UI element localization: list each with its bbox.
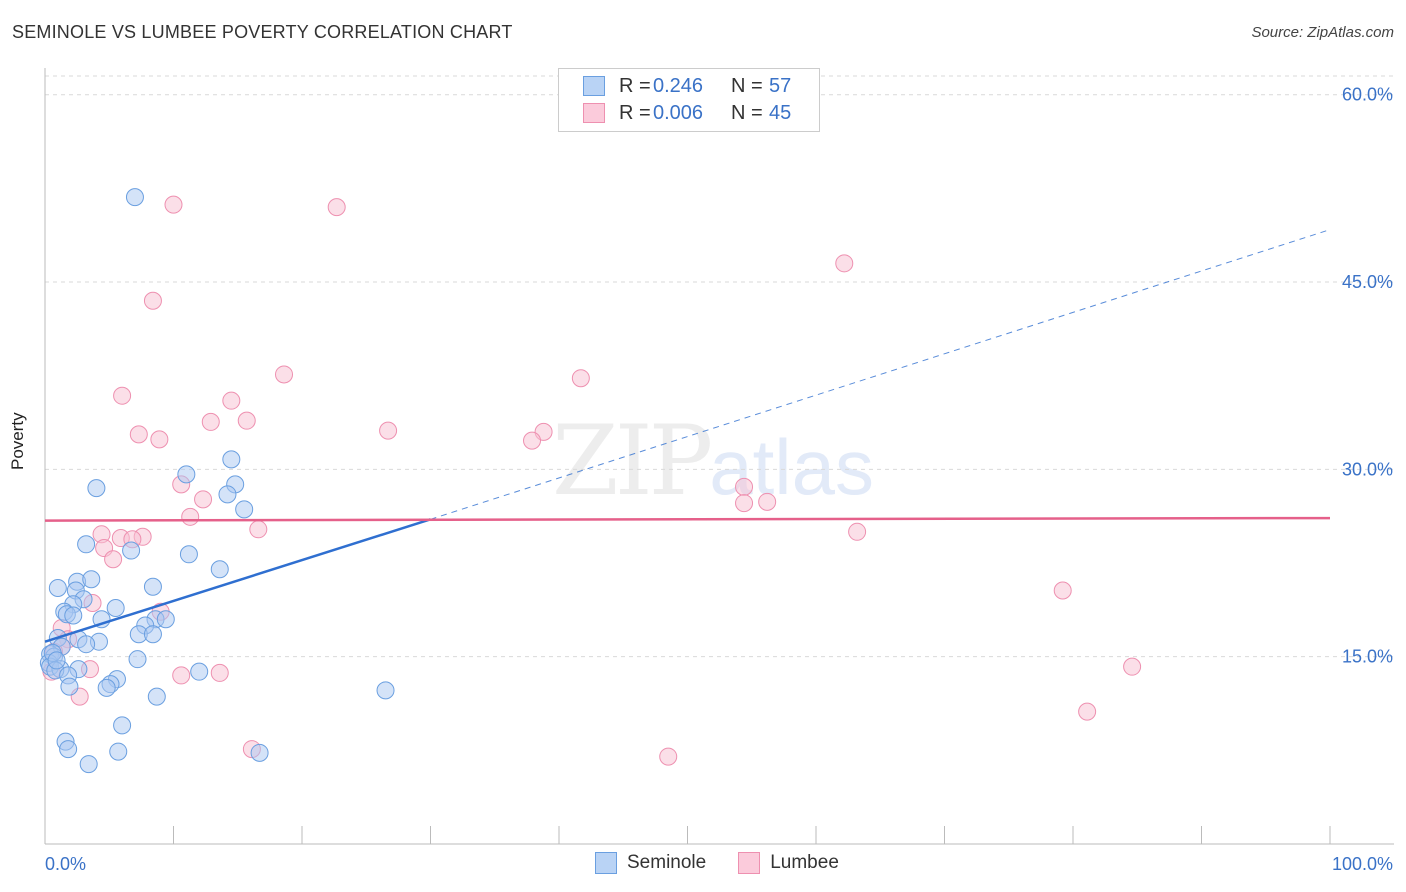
n-value: 57 [769,74,792,97]
lumbee-point [201,412,220,431]
seminole-point [128,650,147,669]
source-label: Source: ZipAtlas.com [1251,24,1394,41]
lumbee-legend-label: Lumbee [770,852,839,873]
lumbee-point [835,254,854,273]
seminole-point [109,742,128,761]
r-label: R = [619,101,651,124]
y-tick-label: 30.0% [1342,459,1393,479]
seminole-trend-line [44,518,431,643]
seminole-point [82,570,101,589]
legend-row-lumbee: R = 0.006 N = 45 [583,101,791,125]
x-tick-label: 0.0% [45,854,86,874]
lumbee-point [237,411,256,430]
seminole-point [222,450,241,469]
lumbee-point [164,195,183,214]
seminole-point [77,535,96,554]
seminole-point [235,500,254,519]
legend-row-seminole: R = 0.246 N = 57 [583,74,791,98]
seminole-point [79,755,98,774]
seminole-point [147,687,166,706]
lumbee-point [1053,581,1072,600]
lumbee-point [150,430,169,449]
legend-item-seminole[interactable]: Seminole [595,852,706,874]
seminole-point [218,485,237,504]
lumbee-point [113,386,132,405]
lumbee-point [659,747,678,766]
lumbee-point [104,550,123,569]
seminole-point [59,740,78,759]
seminole-point [122,541,141,560]
lumbee-point [172,666,191,685]
r-value: 0.006 [653,101,704,124]
lumbee-trend-line [44,516,1331,522]
seminole-point [190,662,209,681]
n-label: N = [731,74,763,97]
seminole-trend-extension [430,229,1331,520]
seminole-point [97,678,116,697]
zipatlas-watermark: ZIPatlas [552,405,874,517]
lumbee-legend-swatch [738,852,761,874]
lumbee-point [222,391,241,410]
seminole-point [106,598,125,617]
lumbee-point [848,522,867,541]
lumbee-point [327,198,346,217]
lumbee-point [758,492,777,511]
seminole-point [179,545,198,564]
lumbee-point [129,425,148,444]
watermark-zip: ZIP [552,405,713,517]
chart-title: SEMINOLE VS LUMBEE POVERTY CORRELATION C… [12,22,513,42]
seminole-point [48,579,67,597]
lumbee-point [249,520,268,539]
seminole-legend-swatch [595,852,617,874]
seminole-legend-label: Seminole [627,852,707,873]
n-value: 45 [769,101,792,124]
seminole-point [77,635,96,654]
lumbee-point [275,365,294,384]
x-tick-label: 100.0% [1332,854,1393,874]
y-tick-label: 45.0% [1342,272,1393,292]
seminole-point [113,716,132,735]
seminole-point [64,606,83,625]
seminole-point [87,479,106,498]
seminole-point [156,610,175,629]
y-tick-label: 60.0% [1342,85,1393,105]
seminole-point [210,560,229,579]
lumbee-swatch [583,103,605,123]
seminole-swatch [583,76,605,96]
lumbee-point [571,369,590,388]
lumbee-point [523,431,542,450]
watermark-atlas: atlas [709,423,874,511]
seminole-point [60,677,79,696]
lumbee-point [735,494,754,513]
seminole-point [143,577,162,596]
seminole-point [376,681,395,700]
lumbee-point [735,477,754,496]
series-legend: Seminole Lumbee [595,852,871,874]
legend-item-lumbee[interactable]: Lumbee [738,852,839,874]
r-label: R = [619,74,651,97]
lumbee-point [379,421,398,440]
lumbee-point [1078,702,1097,721]
y-tick-label: 15.0% [1342,647,1393,667]
lumbee-point [194,490,213,509]
seminole-point [250,743,269,762]
seminole-point [47,651,66,670]
seminole-point [177,465,196,484]
lumbee-point [181,507,200,526]
lumbee-point [210,663,229,682]
correlation-legend: R = 0.246 N = 57 R = 0.006 N = 45 [558,68,820,132]
n-label: N = [731,101,763,124]
seminole-point [143,625,162,644]
lumbee-point [1123,657,1142,676]
lumbee-point [143,291,162,310]
seminole-point [125,188,144,207]
r-value: 0.246 [653,74,704,97]
